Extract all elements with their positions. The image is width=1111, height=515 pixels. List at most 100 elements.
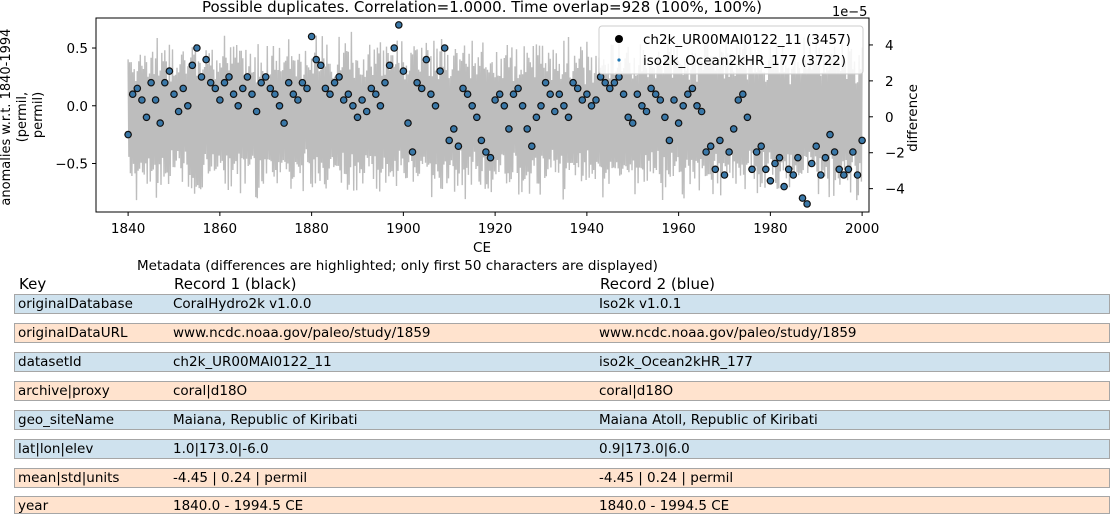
row-record-2-value: Maiana Atoll, Republic of Kiribati <box>599 412 818 428</box>
record-2-point <box>267 85 273 91</box>
row-key: mean|std|units <box>18 470 120 486</box>
row-record-2-value: 1840.0 - 1994.5 CE <box>599 498 730 514</box>
record-2-point <box>166 68 172 74</box>
y2-tick-label: 0 <box>885 110 894 126</box>
record-2-point <box>818 172 824 178</box>
x-axis: 1840 1860 1880 1900 1920 1940 1960 1980 2000 <box>111 212 879 237</box>
record-2-point <box>281 120 287 126</box>
record-2-point <box>666 137 673 143</box>
record-2-point <box>442 45 448 51</box>
record-2-point <box>565 114 572 120</box>
record-2-point <box>703 149 709 155</box>
row-record-1-value: 1.0|173.0|-6.0 <box>173 441 269 457</box>
record-2-point <box>212 85 218 91</box>
record-2-point <box>767 178 774 184</box>
x-tick-label: 1900 <box>386 221 420 237</box>
record-2-point <box>799 195 806 201</box>
x-tick-label: 1920 <box>478 221 512 237</box>
record-2-point <box>235 103 241 109</box>
record-2-point <box>185 103 191 109</box>
record-2-point <box>588 103 595 109</box>
record-2-point <box>657 97 663 103</box>
record-2-point <box>827 132 833 138</box>
record-2-point <box>474 114 480 120</box>
record-2-point <box>455 143 461 149</box>
record-2-point <box>313 57 319 63</box>
record-2-point <box>400 68 406 74</box>
record-2-point <box>258 80 264 86</box>
record-2-point <box>841 172 847 178</box>
record-2-point <box>157 120 163 126</box>
record-2-point <box>176 108 182 115</box>
record-2-point <box>327 91 333 97</box>
record-2-point <box>382 80 388 86</box>
record-2-point <box>501 103 507 109</box>
record-2-point <box>198 74 205 80</box>
record-2-point <box>694 103 700 109</box>
record-2-point <box>139 97 145 103</box>
record-2-point <box>859 137 865 143</box>
record-2-point <box>240 85 246 91</box>
record-2-point <box>437 68 443 74</box>
record-2-point <box>740 91 746 97</box>
record-2-point <box>611 80 618 86</box>
legend-label-record-2: iso2k_Ocean2kHR_177 (3722) <box>643 53 846 69</box>
record-2-point <box>776 155 783 161</box>
metadata-row-archive-proxy: archive|proxy coral|d18O coral|d18O <box>14 381 1110 401</box>
record-2-point <box>304 85 310 91</box>
record-2-point <box>483 149 489 155</box>
y-axis-label-line-1: anomalies w.r.t. 1840-1994 <box>0 29 14 206</box>
y2-tick-label: −2 <box>885 146 905 162</box>
y2-tick-label: 2 <box>885 74 894 90</box>
x-axis-label: CE <box>473 240 491 256</box>
record-2-point <box>735 97 741 103</box>
record-2-point <box>244 74 250 80</box>
record-2-point <box>162 80 168 86</box>
row-record-1-value: ch2k_UR00MAI0122_11 <box>173 354 332 370</box>
row-key: datasetId <box>18 354 82 370</box>
legend-box <box>598 25 864 75</box>
record-2-point <box>712 166 718 172</box>
record-2-point <box>180 85 186 91</box>
y-axis-label-line-2: (permil, <box>15 92 30 142</box>
record-2-point <box>322 85 328 91</box>
row-record-2-value: -4.45 | 0.24 | permil <box>599 470 734 486</box>
record-2-point <box>524 126 530 132</box>
record-2-point <box>148 80 154 86</box>
record-2-point <box>634 91 640 97</box>
duplicate-comparison-chart: Possible duplicates. Correlation=1.0000.… <box>0 0 921 256</box>
record-2-point <box>226 74 232 80</box>
metadata-header-record-1: Record 1 (black) <box>174 275 297 293</box>
metadata-row-dataset-id: datasetId ch2k_UR00MAI0122_11 iso2k_Ocea… <box>14 352 1110 372</box>
metadata-caption: Metadata (differences are highlighted; o… <box>137 258 658 274</box>
y2-offset-text: 1e−5 <box>832 5 867 20</box>
record-dots <box>124 21 866 208</box>
x-tick-label: 1840 <box>111 221 145 237</box>
record-2-point <box>194 45 200 51</box>
record-2-point <box>309 33 315 40</box>
record-2-point <box>134 85 140 91</box>
record-2-point <box>607 85 613 91</box>
record-2-point <box>387 62 393 68</box>
record-2-point <box>813 143 819 149</box>
record-2-point <box>391 45 397 51</box>
metadata-row-geo-site-name: geo_siteName Maiana, Republic of Kiribat… <box>14 410 1110 430</box>
record-2-point <box>744 114 751 120</box>
record-2-point <box>749 166 755 172</box>
record-2-point <box>478 137 484 143</box>
metadata-header-record-2: Record 2 (blue) <box>600 275 716 293</box>
record-2-point <box>763 166 769 172</box>
y2-tick-label: 4 <box>885 38 894 54</box>
x-tick-label: 1940 <box>570 221 604 237</box>
record-2-point <box>336 74 342 80</box>
record-2-point <box>575 85 581 91</box>
record-2-point <box>533 114 540 120</box>
record-2-point <box>396 22 402 28</box>
chart-title: Possible duplicates. Correlation=1.0000.… <box>202 0 762 16</box>
record-2-point <box>625 114 631 120</box>
record-2-point <box>662 114 668 120</box>
record-2-point <box>263 74 269 80</box>
record-2-point <box>832 149 838 155</box>
record-2-point <box>579 97 585 103</box>
record-2-point <box>405 120 411 126</box>
